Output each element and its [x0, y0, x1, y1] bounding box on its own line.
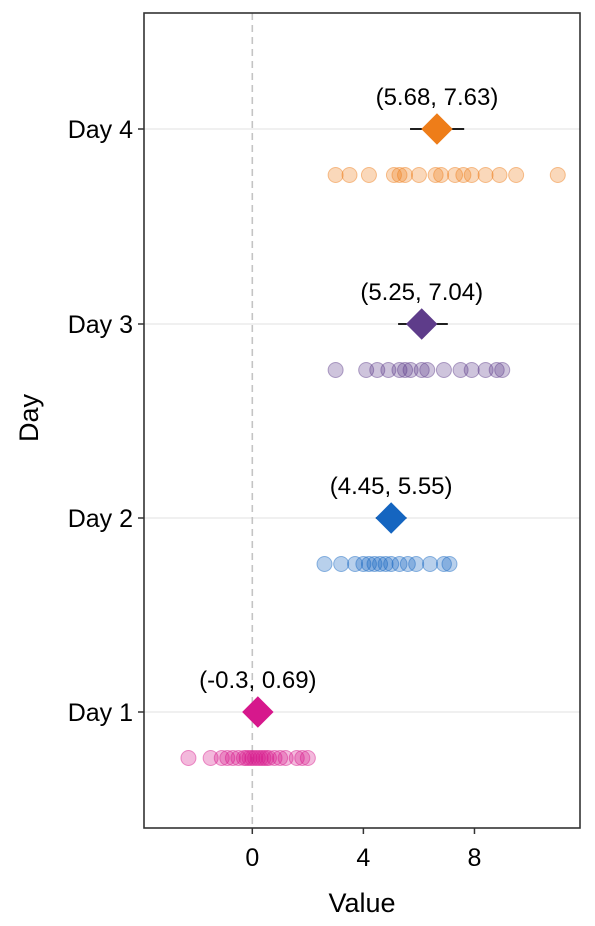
x-tick-label-4: 4	[356, 844, 370, 872]
data-point-day-1	[258, 750, 275, 766]
data-point-day-3	[358, 362, 375, 378]
plot-area: (-0.3, 0.69) Day 1 (4.45, 5.55) Day 2 (5.25,…	[68, 12, 581, 872]
data-point-day-1	[213, 750, 230, 766]
data-point-day-2	[360, 556, 377, 572]
data-point-day-2	[372, 556, 389, 572]
ci-label-day-1: (-0.3, 0.69)	[199, 667, 316, 694]
plot-panel-border	[143, 12, 581, 829]
data-point-day-2	[399, 556, 416, 572]
data-point-day-2	[435, 556, 452, 572]
y-tick-label-day-1: Day 1	[68, 699, 133, 727]
data-point-day-1	[277, 750, 294, 766]
data-point-day-3	[419, 362, 436, 378]
data-point-day-4	[549, 167, 566, 183]
data-point-day-4	[397, 167, 414, 183]
data-point-day-2	[422, 556, 439, 572]
mean-marker-day-1	[242, 696, 274, 728]
data-point-day-1	[244, 750, 261, 766]
data-point-day-3	[494, 362, 511, 378]
data-point-day-4	[360, 167, 377, 183]
data-point-day-4	[491, 167, 508, 183]
data-point-day-4	[508, 167, 525, 183]
data-point-day-4	[447, 167, 464, 183]
data-point-day-2	[441, 556, 458, 572]
data-point-day-3	[380, 362, 397, 378]
data-point-day-4	[427, 167, 444, 183]
data-point-day-4	[477, 167, 494, 183]
data-point-day-3	[477, 362, 494, 378]
data-point-day-2	[355, 556, 372, 572]
data-point-day-2	[391, 556, 408, 572]
data-point-day-2	[408, 556, 425, 572]
mean-marker-day-3	[405, 308, 438, 340]
data-point-day-1	[247, 750, 264, 766]
data-point-day-4	[410, 167, 427, 183]
data-point-day-4	[385, 167, 402, 183]
data-point-day-4	[433, 167, 450, 183]
data-point-day-3	[397, 362, 414, 378]
mean-marker-day-2	[375, 502, 407, 534]
data-point-day-3	[488, 362, 505, 378]
data-point-day-1	[260, 750, 277, 766]
data-point-day-1	[241, 750, 258, 766]
data-point-day-2	[347, 556, 364, 572]
data-point-day-3	[402, 362, 419, 378]
data-point-day-4	[455, 167, 472, 183]
data-point-day-1	[180, 750, 197, 766]
data-point-day-1	[266, 750, 283, 766]
data-point-day-1	[238, 750, 255, 766]
ci-label-day-3: (5.25, 7.04)	[360, 279, 483, 306]
ci-label-day-2: (4.45, 5.55)	[330, 473, 453, 500]
x-tick-label-0: 0	[245, 844, 259, 872]
data-point-day-1	[288, 750, 305, 766]
data-point-day-1	[272, 750, 289, 766]
y-axis-title: Day	[14, 393, 44, 442]
data-point-day-1	[252, 750, 269, 766]
data-point-day-1	[235, 750, 252, 766]
y-tick-label-day-3: Day 3	[68, 311, 133, 339]
data-point-day-2	[383, 556, 400, 572]
data-point-day-3	[435, 362, 452, 378]
data-point-day-1	[230, 750, 247, 766]
ci-label-day-4: (5.68, 7.63)	[376, 84, 499, 111]
data-point-day-1	[219, 750, 236, 766]
data-point-day-1	[249, 750, 266, 766]
data-point-day-3	[463, 362, 480, 378]
data-point-day-4	[391, 167, 408, 183]
y-tick-label-day-4: Day 4	[68, 116, 133, 144]
data-point-day-2	[316, 556, 333, 572]
data-point-day-3	[452, 362, 469, 378]
data-point-day-3	[391, 362, 408, 378]
data-point-day-1	[299, 750, 316, 766]
x-tick-label-8: 8	[468, 844, 482, 872]
data-point-day-3	[327, 362, 344, 378]
data-point-day-1	[202, 750, 219, 766]
data-point-day-4	[327, 167, 344, 183]
x-axis-title: Value	[328, 888, 395, 918]
data-point-day-3	[413, 362, 430, 378]
data-point-day-1	[294, 750, 311, 766]
data-point-day-2	[333, 556, 350, 572]
data-point-day-2	[377, 556, 394, 572]
data-point-day-4	[463, 167, 480, 183]
y-tick-label-day-2: Day 2	[68, 505, 133, 533]
data-point-day-4	[341, 167, 358, 183]
data-point-day-1	[255, 750, 272, 766]
data-point-day-1	[224, 750, 241, 766]
data-point-day-3	[369, 362, 386, 378]
mean-marker-day-4	[421, 113, 453, 145]
data-point-day-2	[366, 556, 383, 572]
